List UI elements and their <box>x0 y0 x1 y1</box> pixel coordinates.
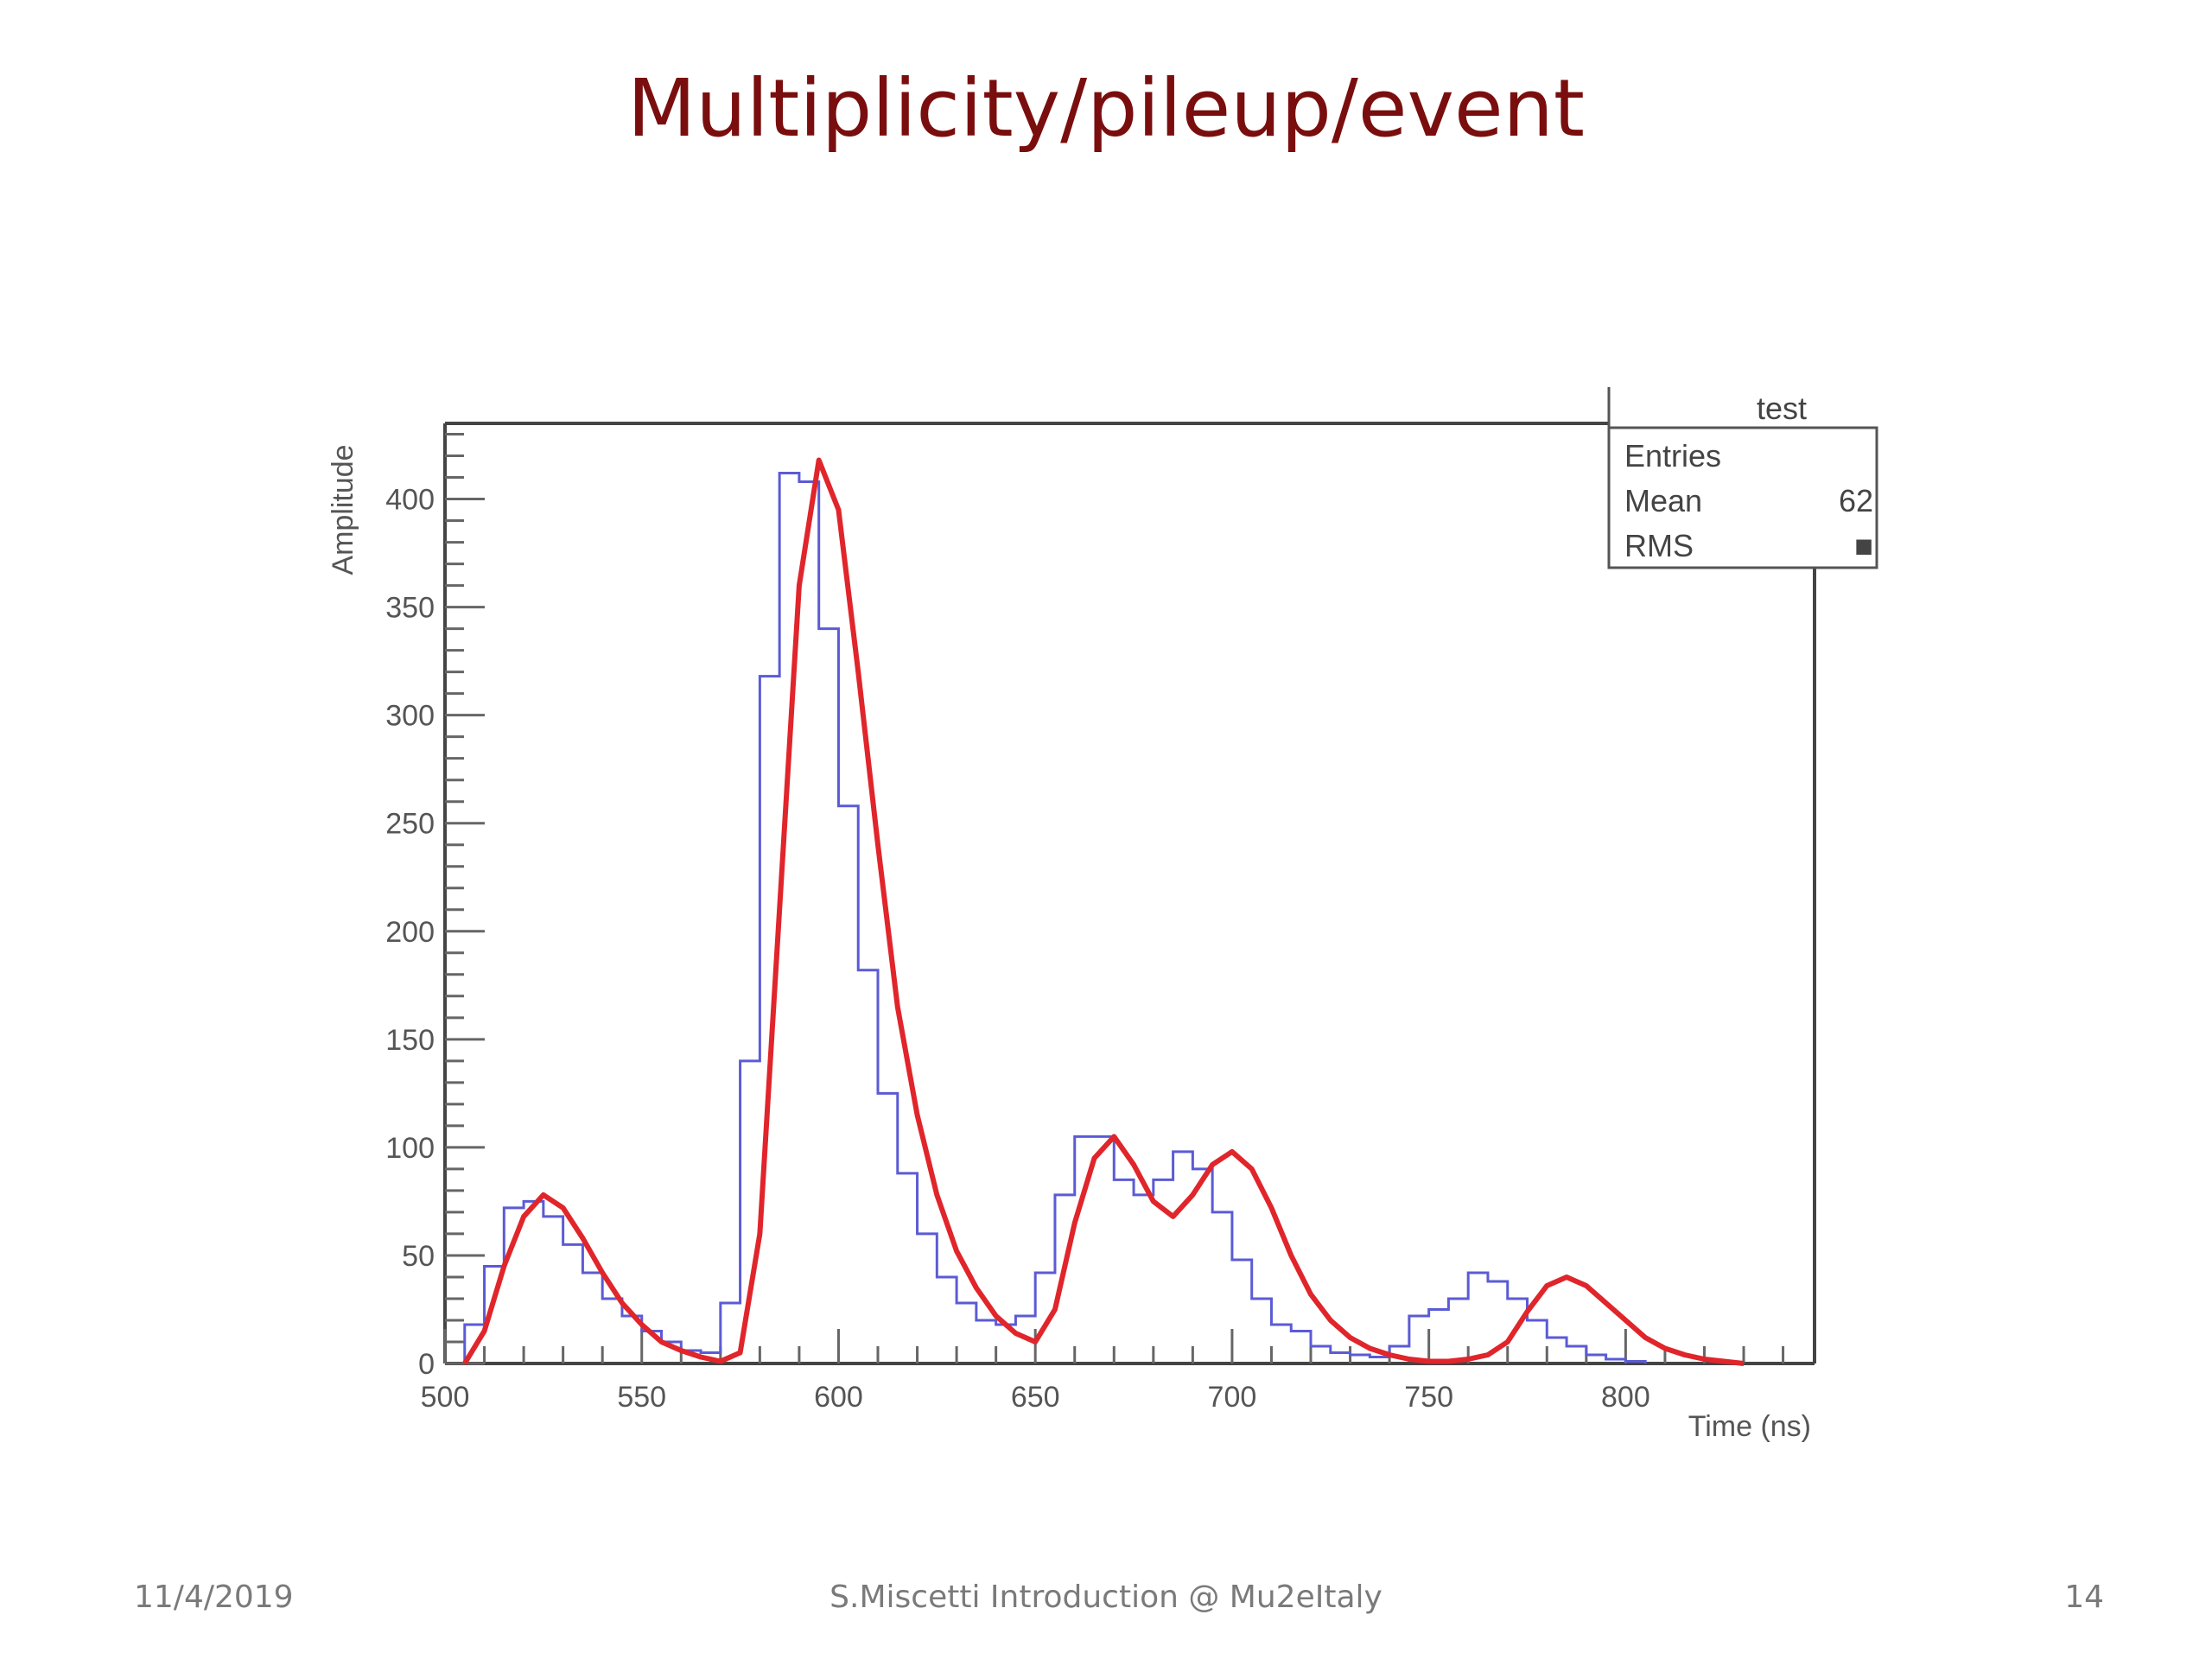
stats-label-mean: Mean <box>1624 483 1702 518</box>
footer-page-number: 14 <box>2064 1580 2104 1615</box>
x-tick-label: 500 <box>421 1381 470 1414</box>
y-tick-label: 350 <box>385 592 435 625</box>
stats-box-title: test <box>1757 391 1807 426</box>
x-tick-label: 800 <box>1601 1381 1650 1414</box>
y-axis-title: Amplitude <box>327 444 359 575</box>
stats-box: test Entries Mean 62 RMS ■ <box>1607 387 1878 569</box>
y-tick-label: 150 <box>385 1024 435 1057</box>
y-tick-label: 300 <box>385 700 435 733</box>
footer-date: 11/4/2019 <box>134 1580 294 1615</box>
y-tick-label: 250 <box>385 808 435 841</box>
x-tick-label: 700 <box>1208 1381 1257 1414</box>
x-axis-title: Time (ns) <box>1688 1410 1811 1443</box>
histogram-series <box>463 472 1647 1363</box>
y-tick-label: 50 <box>402 1240 435 1273</box>
footer-presenter: S.Miscetti Introduction @ Mu2eItaly <box>830 1580 1382 1615</box>
y-tick-label: 400 <box>385 484 435 517</box>
stats-label-entries: Entries <box>1624 438 1721 474</box>
x-tick-label: 650 <box>1011 1381 1060 1414</box>
x-tick-label: 600 <box>814 1381 863 1414</box>
y-tick-label: 0 <box>418 1348 435 1381</box>
tick-labels: 0 50 100 150 200 250 300 350 400 500 550 600 650 700 7… <box>385 484 1649 1414</box>
y-tick-label: 200 <box>385 916 435 949</box>
axis-ticks <box>443 433 1785 1365</box>
stats-label-rms: RMS <box>1624 528 1694 563</box>
stats-value-rms: ■ <box>1854 528 1873 563</box>
x-tick-label: 550 <box>617 1381 666 1414</box>
stats-value-mean: 62 <box>1839 483 1873 518</box>
y-tick-label: 100 <box>385 1132 435 1165</box>
x-tick-label: 750 <box>1404 1381 1453 1414</box>
fit-curve <box>462 457 1745 1366</box>
slide-title: Multiplicity/pileup/event <box>627 62 1585 155</box>
